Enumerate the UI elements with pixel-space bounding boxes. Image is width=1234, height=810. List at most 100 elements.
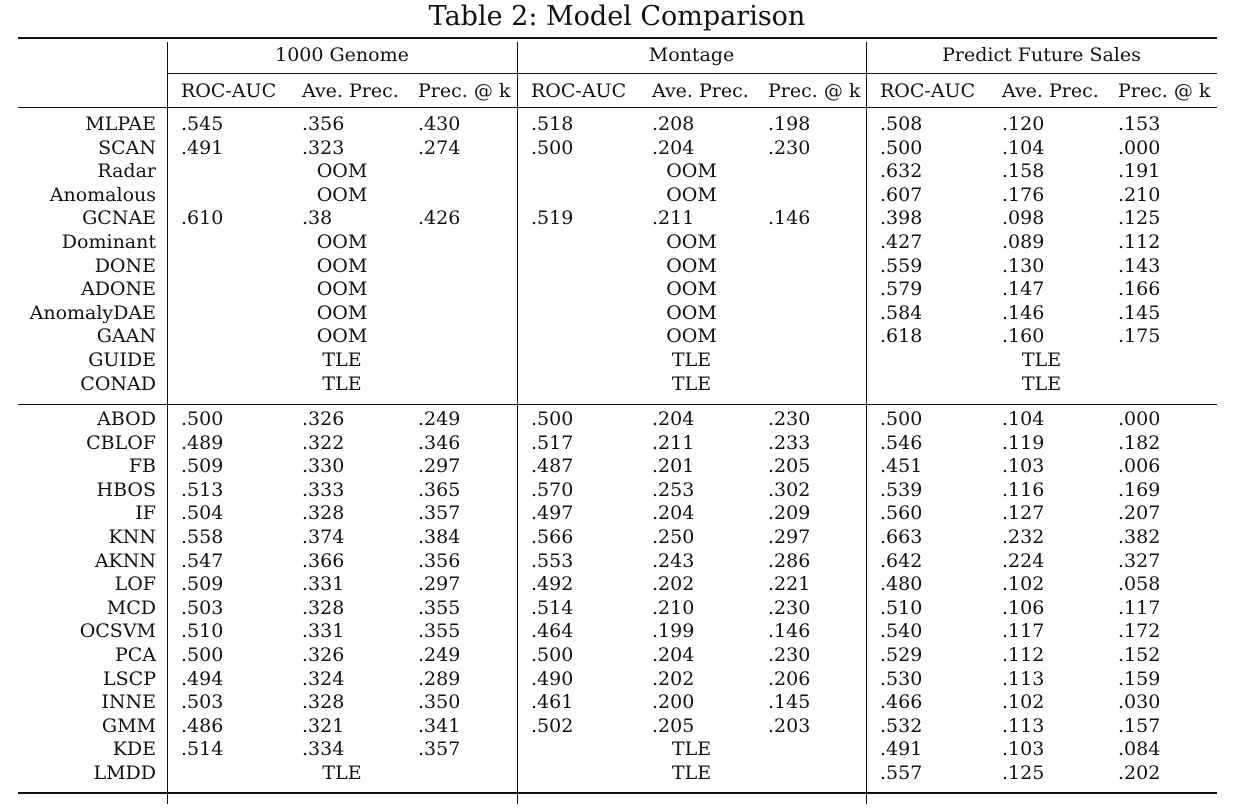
- table-cell: .127: [1002, 502, 1045, 525]
- table-cell: .514: [181, 738, 224, 761]
- metric-header-ave-prec: Ave. Prec.: [302, 80, 399, 102]
- status-cell: OOM: [666, 325, 717, 348]
- model-name: AnomalyDAE: [29, 301, 156, 324]
- table-cell: .199: [652, 620, 695, 643]
- table-cell: .547: [181, 549, 224, 572]
- table-cell: .210: [652, 596, 695, 619]
- status-cell: TLE: [322, 372, 362, 395]
- model-name: PCA: [114, 644, 156, 666]
- table-cell: .487: [531, 455, 574, 478]
- model-name: OCSVM: [79, 620, 156, 643]
- table-cell: .130: [1002, 254, 1045, 277]
- table-cell: .176: [1002, 183, 1045, 206]
- table-cell: .326: [302, 408, 345, 430]
- table-cell: .106: [1002, 596, 1045, 619]
- metric-header-roc-auc: ROC-AUC: [181, 80, 277, 102]
- table-cell: .509: [181, 573, 224, 596]
- table-cell: .346: [418, 431, 461, 454]
- metric-header-prec-at-k: Prec. @ k: [418, 80, 511, 102]
- table-cell: .38: [302, 207, 333, 230]
- table-cell: .158: [1002, 160, 1045, 183]
- table-cell: .145: [1118, 301, 1161, 324]
- model-name: GUIDE: [88, 349, 156, 371]
- table-cell: .331: [302, 620, 345, 643]
- table-caption: Table 2: Model Comparison: [428, 1, 806, 32]
- table-cell: .160: [1002, 325, 1045, 348]
- model-name: GCNAE: [82, 207, 156, 230]
- group-underline-2: [518, 73, 866, 74]
- table-cell: .366: [302, 549, 345, 572]
- column-divider-1: [167, 42, 168, 804]
- status-cell: OOM: [316, 278, 368, 301]
- table-cell: .540: [880, 620, 923, 643]
- table-cell: .098: [1002, 207, 1045, 230]
- table-cell: .510: [880, 596, 923, 619]
- table-cell: .302: [768, 478, 811, 501]
- table-cell: .230: [768, 644, 811, 666]
- table-cell: .006: [1118, 455, 1161, 478]
- top-rule: [18, 37, 1217, 39]
- model-name: SCAN: [98, 136, 156, 159]
- table-cell: .202: [652, 573, 695, 596]
- model-name: DONE: [94, 254, 156, 277]
- status-cell: OOM: [316, 160, 368, 183]
- table-cell: .559: [880, 254, 923, 277]
- table-cell: .427: [880, 231, 923, 253]
- table-cell: .464: [531, 620, 574, 643]
- table-cell: .249: [418, 408, 461, 430]
- group-underline-3: [867, 73, 1217, 74]
- model-name: ABOD: [97, 408, 156, 430]
- table-cell: .546: [880, 431, 923, 454]
- table-cell: .491: [181, 136, 224, 159]
- table-cell: .152: [1118, 644, 1161, 666]
- model-name: HBOS: [96, 478, 156, 501]
- table-cell: .539: [880, 478, 923, 501]
- metric-header-prec-at-k: Prec. @ k: [1118, 80, 1211, 102]
- table-cell: .230: [768, 136, 811, 159]
- table-cell: .502: [531, 714, 574, 737]
- table-cell: .330: [302, 455, 345, 478]
- table-cell: .182: [1118, 431, 1161, 454]
- table-cell: .202: [652, 667, 695, 690]
- table-cell: .243: [652, 549, 695, 572]
- table-cell: .119: [1002, 431, 1045, 454]
- table-cell: .117: [1118, 596, 1161, 619]
- table-cell: .297: [768, 526, 811, 548]
- model-name: Anomalous: [49, 183, 156, 206]
- group-title-1000-genome: 1000 Genome: [275, 44, 409, 66]
- table-cell: .451: [880, 455, 923, 478]
- table-cell: .357: [418, 738, 461, 761]
- model-name: LOF: [114, 573, 156, 596]
- table-cell: .350: [418, 691, 461, 714]
- table-cell: .500: [531, 408, 574, 430]
- table-cell: .209: [768, 502, 811, 525]
- status-cell: OOM: [666, 183, 717, 206]
- status-cell: OOM: [666, 160, 717, 183]
- table-cell: .579: [880, 278, 923, 301]
- table-cell: .610: [181, 207, 224, 230]
- status-cell: OOM: [666, 301, 717, 324]
- table-cell: .206: [768, 667, 811, 690]
- table-cell: .518: [531, 113, 574, 135]
- table-cell: .642: [880, 549, 923, 572]
- status-cell: TLE: [322, 349, 362, 371]
- status-cell: OOM: [666, 231, 717, 253]
- table-cell: .208: [652, 113, 695, 135]
- table-cell: .545: [181, 113, 224, 135]
- table-cell: .230: [768, 596, 811, 619]
- table-cell: .334: [302, 738, 345, 761]
- table-cell: .503: [181, 691, 224, 714]
- table-cell: .103: [1002, 738, 1045, 761]
- metric-header-roc-auc: ROC-AUC: [880, 80, 976, 102]
- table-cell: .153: [1118, 113, 1161, 135]
- table-cell: .327: [1118, 549, 1161, 572]
- table-cell: .356: [418, 549, 461, 572]
- bottom-rule: [18, 792, 1217, 794]
- table-cell: .191: [1118, 160, 1161, 183]
- table-cell: .324: [302, 667, 345, 690]
- table-cell: .204: [652, 644, 695, 666]
- table-cell: .125: [1002, 762, 1045, 784]
- table-cell: .558: [181, 526, 224, 548]
- group-title-predict-future-sales: Predict Future Sales: [942, 44, 1141, 66]
